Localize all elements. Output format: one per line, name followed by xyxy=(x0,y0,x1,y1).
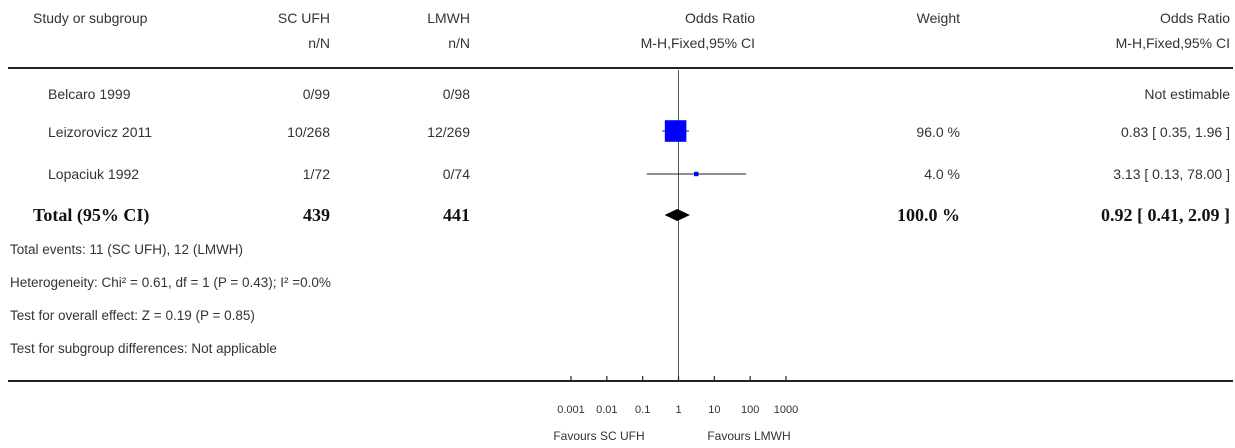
footnote-overall-effect: Test for overall effect: Z = 0.19 (P = 0… xyxy=(10,308,255,323)
study-group1: 1/72 xyxy=(302,166,330,182)
study-ci: Not estimable xyxy=(1144,86,1230,102)
x-tick-label: 100 xyxy=(741,404,759,416)
weight-square xyxy=(694,171,699,177)
study-weight: 4.0 % xyxy=(924,166,960,182)
header-group1: SC UFH xyxy=(277,10,330,26)
x-tick-label: 1000 xyxy=(774,404,798,416)
header-group2: LMWH xyxy=(427,10,470,26)
total-ci: 0.92 [ 0.41, 2.09 ] xyxy=(1101,205,1230,225)
study-name: Belcaro 1999 xyxy=(48,86,131,102)
header-study: Study or subgroup xyxy=(33,10,148,26)
header-or-plot-sub: M-H,Fixed,95% CI xyxy=(640,35,755,51)
study-weight: 96.0 % xyxy=(916,124,960,140)
study-ci: 3.13 [ 0.13, 78.00 ] xyxy=(1113,166,1230,182)
header-group2-sub: n/N xyxy=(448,35,470,51)
header-or-text-sub: M-H,Fixed,95% CI xyxy=(1115,35,1230,51)
footnote-subgroup: Test for subgroup differences: Not appli… xyxy=(10,341,277,356)
total-weight: 100.0 % xyxy=(897,205,960,225)
header-or-text: Odds Ratio xyxy=(1159,10,1230,26)
favours-left-label: Favours SC UFH xyxy=(553,429,645,443)
x-tick-label: 0.01 xyxy=(596,404,617,416)
total-label: Total (95% CI) xyxy=(33,205,150,225)
header-or-plot: Odds Ratio xyxy=(684,10,755,26)
study-group1: 10/268 xyxy=(287,124,330,140)
study-ci: 0.83 [ 0.35, 1.96 ] xyxy=(1121,124,1230,140)
study-name: Lopaciuk 1992 xyxy=(48,166,140,182)
footnote-heterogeneity: Heterogeneity: Chi² = 0.61, df = 1 (P = … xyxy=(10,275,331,290)
header-group1-sub: n/N xyxy=(308,35,330,51)
x-tick-label: 0.1 xyxy=(635,404,650,416)
x-tick-label: 1 xyxy=(675,404,681,416)
study-group2: 12/269 xyxy=(427,124,470,140)
favours-right-label: Favours LMWH xyxy=(707,429,791,443)
x-tick-label: 0.001 xyxy=(557,404,585,416)
study-group2: 0/98 xyxy=(442,86,470,102)
weight-square xyxy=(664,120,687,142)
footnote-events: Total events: 11 (SC UFH), 12 (LMWH) xyxy=(10,242,244,257)
total-diamond xyxy=(664,209,690,221)
total-group2: 441 xyxy=(443,205,470,225)
header-weight: Weight xyxy=(916,10,960,26)
study-group2: 0/74 xyxy=(442,166,470,182)
study-group1: 0/99 xyxy=(302,86,330,102)
x-tick-label: 10 xyxy=(708,404,720,416)
header-rule xyxy=(8,67,1233,69)
study-name: Leizorovicz 2011 xyxy=(48,124,153,140)
total-group1: 439 xyxy=(303,205,330,225)
